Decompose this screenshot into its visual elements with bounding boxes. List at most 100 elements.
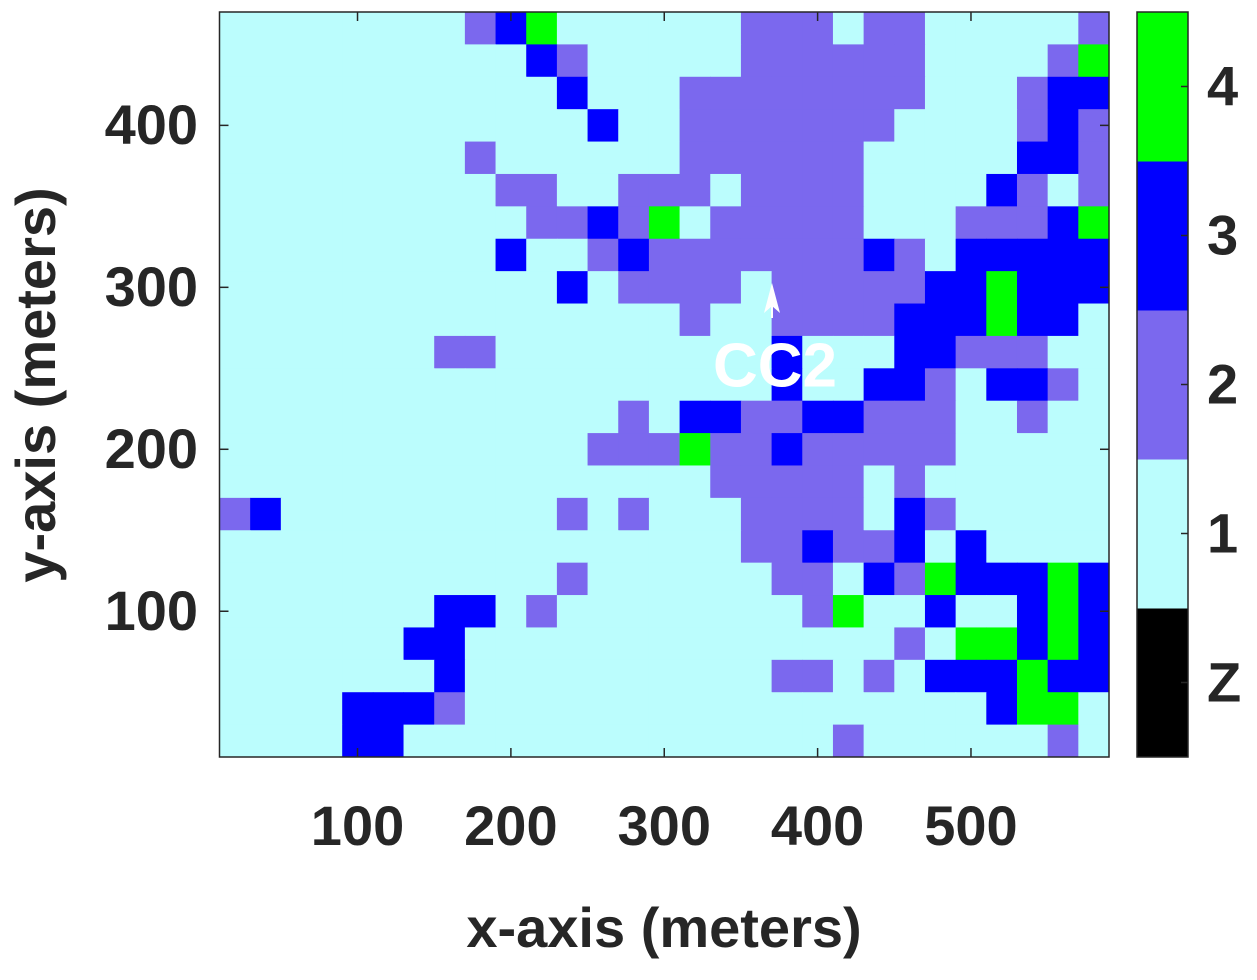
heatmap-cell: [648, 465, 681, 499]
heatmap-cell: [403, 400, 435, 434]
heatmap-cell: [863, 562, 895, 596]
heatmap-cell: [618, 335, 650, 369]
heatmap-cell: [679, 303, 711, 337]
heatmap-cell: [556, 76, 589, 110]
heatmap-cell: [832, 724, 865, 758]
heatmap-cell: [280, 627, 313, 661]
heatmap-cell: [863, 206, 895, 240]
heatmap-cell: [526, 173, 558, 207]
heatmap-cell: [587, 271, 619, 305]
heatmap-cell: [832, 530, 865, 564]
heatmap-cell: [832, 12, 865, 45]
heatmap-cell: [802, 497, 834, 531]
heatmap-cell: [1047, 335, 1079, 369]
heatmap-cell: [342, 595, 374, 628]
heatmap-cell: [495, 595, 527, 628]
heatmap-cell: [556, 465, 589, 499]
heatmap-cell: [863, 368, 895, 402]
heatmap-cell: [1047, 12, 1079, 45]
heatmap-cell: [863, 271, 895, 305]
heatmap-cell: [986, 238, 1018, 272]
heatmap-cell: [1047, 173, 1079, 207]
heatmap-cell: [986, 12, 1018, 45]
heatmap-cell: [648, 76, 681, 110]
heatmap-cell: [648, 173, 681, 207]
heatmap-cell: [863, 335, 895, 369]
heatmap-cell: [710, 141, 742, 175]
y-tick-label: 100: [105, 579, 198, 642]
heatmap-cell: [679, 173, 711, 207]
heatmap-cell: [342, 303, 374, 337]
heatmap-cell: [1047, 530, 1079, 564]
heatmap-cell: [894, 141, 926, 175]
heatmap-cell: [464, 44, 497, 78]
heatmap-cell: [342, 238, 374, 272]
heatmap-cell: [403, 173, 435, 207]
heatmap-cell: [372, 433, 405, 466]
heatmap-cell: [955, 530, 987, 564]
heatmap-cell: [710, 400, 742, 434]
heatmap-cell: [648, 692, 681, 726]
heatmap-cell: [1078, 627, 1110, 661]
heatmap-cell: [372, 627, 405, 661]
heatmap-cell: [710, 595, 742, 628]
heatmap-cell: [679, 692, 711, 726]
heatmap-cell: [832, 595, 865, 628]
heatmap-cell: [618, 433, 650, 466]
heatmap-cell: [342, 44, 374, 78]
heatmap-cell: [311, 465, 343, 499]
heatmap-cell: [771, 400, 803, 434]
heatmap-cell: [464, 465, 497, 499]
heatmap-cell: [434, 595, 466, 628]
heatmap-cell: [556, 368, 589, 402]
heatmap-cell: [894, 595, 926, 628]
heatmap-cell: [986, 433, 1018, 466]
heatmap-cell: [219, 173, 251, 207]
heatmap-cell: [434, 238, 466, 272]
heatmap-cell: [464, 400, 497, 434]
heatmap-cell: [618, 400, 650, 434]
heatmap-cell: [679, 724, 711, 758]
heatmap-cell: [311, 562, 343, 596]
heatmap-cell: [986, 724, 1018, 758]
heatmap-cell: [1047, 76, 1079, 110]
heatmap-cell: [740, 465, 773, 499]
heatmap-cell: [802, 206, 834, 240]
heatmap-cell: [1016, 271, 1049, 305]
heatmap-cell: [924, 173, 957, 207]
heatmap-cell: [219, 692, 251, 726]
heatmap-cell: [372, 206, 405, 240]
heatmap-cell: [771, 465, 803, 499]
heatmap-cell: [986, 627, 1018, 661]
heatmap-cell: [894, 724, 926, 758]
heatmap-cell: [986, 44, 1018, 78]
heatmap-cell: [495, 368, 527, 402]
heatmap-cell: [372, 303, 405, 337]
heatmap-cell: [495, 335, 527, 369]
heatmap-cell: [342, 497, 374, 531]
heatmap-cell: [894, 173, 926, 207]
heatmap-cell: [311, 497, 343, 531]
heatmap-cell: [986, 400, 1018, 434]
heatmap-cell: [740, 433, 773, 466]
heatmap-cell: [495, 530, 527, 564]
heatmap-cell: [311, 433, 343, 466]
heatmap-cell: [740, 76, 773, 110]
heatmap-cell: [342, 465, 374, 499]
heatmap-cell: [219, 627, 251, 661]
heatmap-cell: [526, 400, 558, 434]
heatmap-cell: [556, 497, 589, 531]
heatmap-cell: [832, 692, 865, 726]
heatmap-cell: [1016, 400, 1049, 434]
heatmap-cell: [372, 692, 405, 726]
heatmap-cell: [618, 530, 650, 564]
heatmap-cell: [372, 271, 405, 305]
heatmap-cell: [1047, 595, 1079, 628]
heatmap-cell: [556, 271, 589, 305]
heatmap-cell: [311, 530, 343, 564]
colorbar-tick-label: 3: [1207, 203, 1238, 266]
heatmap-cell: [894, 659, 926, 693]
heatmap-cell: [464, 173, 497, 207]
heatmap-cell: [986, 303, 1018, 337]
